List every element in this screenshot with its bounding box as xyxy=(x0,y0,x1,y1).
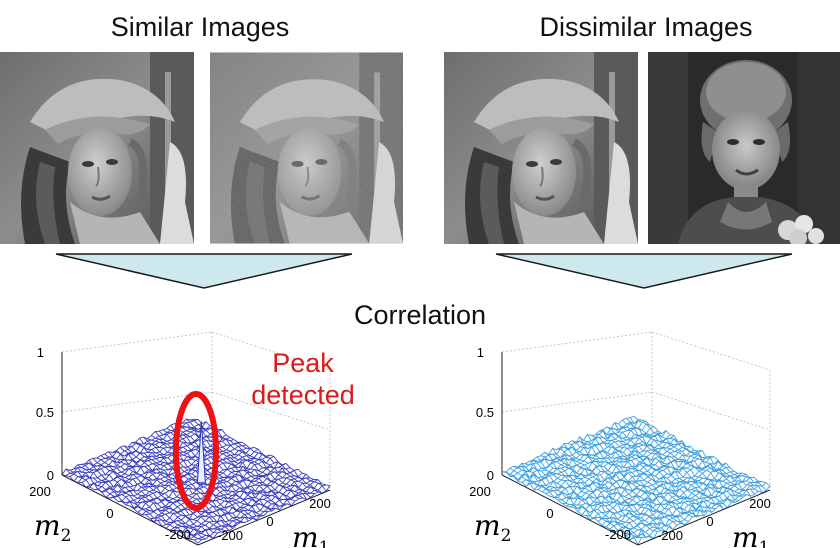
peak-spike xyxy=(196,421,206,484)
funnel-arrow-right xyxy=(495,253,793,289)
surface-mesh-line xyxy=(182,422,319,493)
surface-mesh-line xyxy=(185,418,323,494)
y-tick-label: 200 xyxy=(29,484,51,499)
y-tick-label: -200 xyxy=(165,527,191,542)
y-tick-label: 0 xyxy=(546,506,553,521)
surface-mesh-line xyxy=(629,417,767,491)
surface-mesh-line xyxy=(165,468,299,529)
label-correlation: Correlation xyxy=(353,300,487,330)
x-tick-label: 0 xyxy=(266,514,273,529)
surface-mesh-left xyxy=(61,418,331,544)
z-tick-label: 0.5 xyxy=(36,405,54,420)
z-tick-label: 1 xyxy=(37,345,44,360)
peak-spike-mark xyxy=(196,421,206,484)
surface-mesh-line xyxy=(149,461,283,520)
x-tick-label: 200 xyxy=(309,496,331,511)
surface-mesh-line xyxy=(605,473,739,528)
surface-mesh-line xyxy=(173,474,307,531)
surface-mesh-line xyxy=(589,460,723,520)
peak-annotation-line1: Peak xyxy=(272,348,334,378)
surface-mesh-line xyxy=(61,418,195,476)
surface-mesh-line xyxy=(614,422,751,497)
surface-mesh-line xyxy=(625,418,763,493)
photo-lena-reference xyxy=(444,52,638,244)
x-axis-label: m1 xyxy=(732,521,769,548)
x-tick-label: 200 xyxy=(749,496,771,511)
surface-mesh-line xyxy=(137,454,271,513)
surface-mesh-line xyxy=(162,429,300,500)
surface-mesh-line xyxy=(613,473,747,533)
surface-mesh-line xyxy=(622,419,759,492)
y-tick-label: 0 xyxy=(106,506,113,521)
x-tick-label: -200 xyxy=(217,528,243,543)
surface-mesh-line xyxy=(609,472,743,530)
surface-mesh-line xyxy=(174,423,311,498)
x-axis-label: m1 xyxy=(292,521,329,548)
y-tick-label: 200 xyxy=(469,484,491,499)
photo-lena-noisy xyxy=(210,52,403,244)
z-tick-label: 0 xyxy=(487,468,494,483)
funnel-arrow-left xyxy=(55,253,353,289)
surface-mesh-line xyxy=(169,472,303,531)
photo-woman-portrait xyxy=(648,52,840,244)
heading-dissimilar-images: Dissimilar Images xyxy=(539,12,753,42)
peak-detected-annotation: Peak detected xyxy=(238,347,368,411)
surface-mesh-line xyxy=(139,437,276,510)
surface-mesh-line xyxy=(583,439,720,506)
heading-similar-images: Similar Images xyxy=(110,12,290,42)
peak-annotation-line2: detected xyxy=(251,380,355,410)
surface-mesh-line xyxy=(571,440,709,513)
surface-mesh-line xyxy=(633,416,771,487)
surface-mesh-line xyxy=(133,453,267,510)
surface-mesh-line xyxy=(629,481,763,541)
y-axis-label: m2 xyxy=(474,509,511,546)
surface-mesh-line xyxy=(599,430,736,503)
surface-mesh-line xyxy=(637,485,771,545)
surface-mesh-line xyxy=(127,445,265,517)
photo-lena-original xyxy=(0,52,194,244)
y-tick-label: -200 xyxy=(605,527,631,542)
surface-mesh-line xyxy=(193,484,327,541)
surface-mesh-line xyxy=(161,470,295,527)
x-tick-label: 0 xyxy=(706,514,713,529)
z-tick-label: 0 xyxy=(47,468,54,483)
surface-mesh-line xyxy=(595,433,732,503)
surface-mesh-line xyxy=(579,436,716,510)
surface-mesh-line xyxy=(181,479,315,535)
surface-mesh-line xyxy=(597,466,731,522)
surface-mesh-line xyxy=(567,443,705,517)
surface-mesh-line xyxy=(141,456,275,516)
surface-mesh-line xyxy=(601,470,735,526)
surface-plot-dissimilar: 1 0.5 0 200 0 -200 -200 0 200 m2 m1 xyxy=(469,331,771,548)
surface-mesh-line xyxy=(610,428,747,496)
surface-mesh-line xyxy=(189,482,323,540)
z-tick-labels: 1 0.5 0 xyxy=(36,345,54,483)
surface-mesh-line xyxy=(177,477,310,534)
surface-mesh-line xyxy=(157,467,291,522)
surface-mesh-line xyxy=(501,415,635,473)
surface-mesh-line xyxy=(577,456,711,513)
surface-mesh-line xyxy=(575,440,713,513)
surface-plot-similar: 1 0.5 0 200 0 -200 -200 0 200 m2 m1 xyxy=(29,331,331,548)
surface-mesh-line xyxy=(185,479,319,539)
z-tick-label: 1 xyxy=(477,345,484,360)
surface-mesh-right xyxy=(501,415,771,545)
y-axis-label: m2 xyxy=(34,509,71,546)
x-tick-label: -200 xyxy=(657,528,683,543)
surface-mesh-line xyxy=(633,482,767,539)
peak-highlight-ellipse xyxy=(173,391,219,511)
surface-mesh-line xyxy=(591,435,728,508)
surface-mesh-line xyxy=(170,424,308,500)
z-tick-label: 0.5 xyxy=(476,405,494,420)
surface-mesh-line xyxy=(625,480,759,537)
surface-mesh-line xyxy=(621,476,755,535)
surface-mesh-line xyxy=(618,423,755,495)
